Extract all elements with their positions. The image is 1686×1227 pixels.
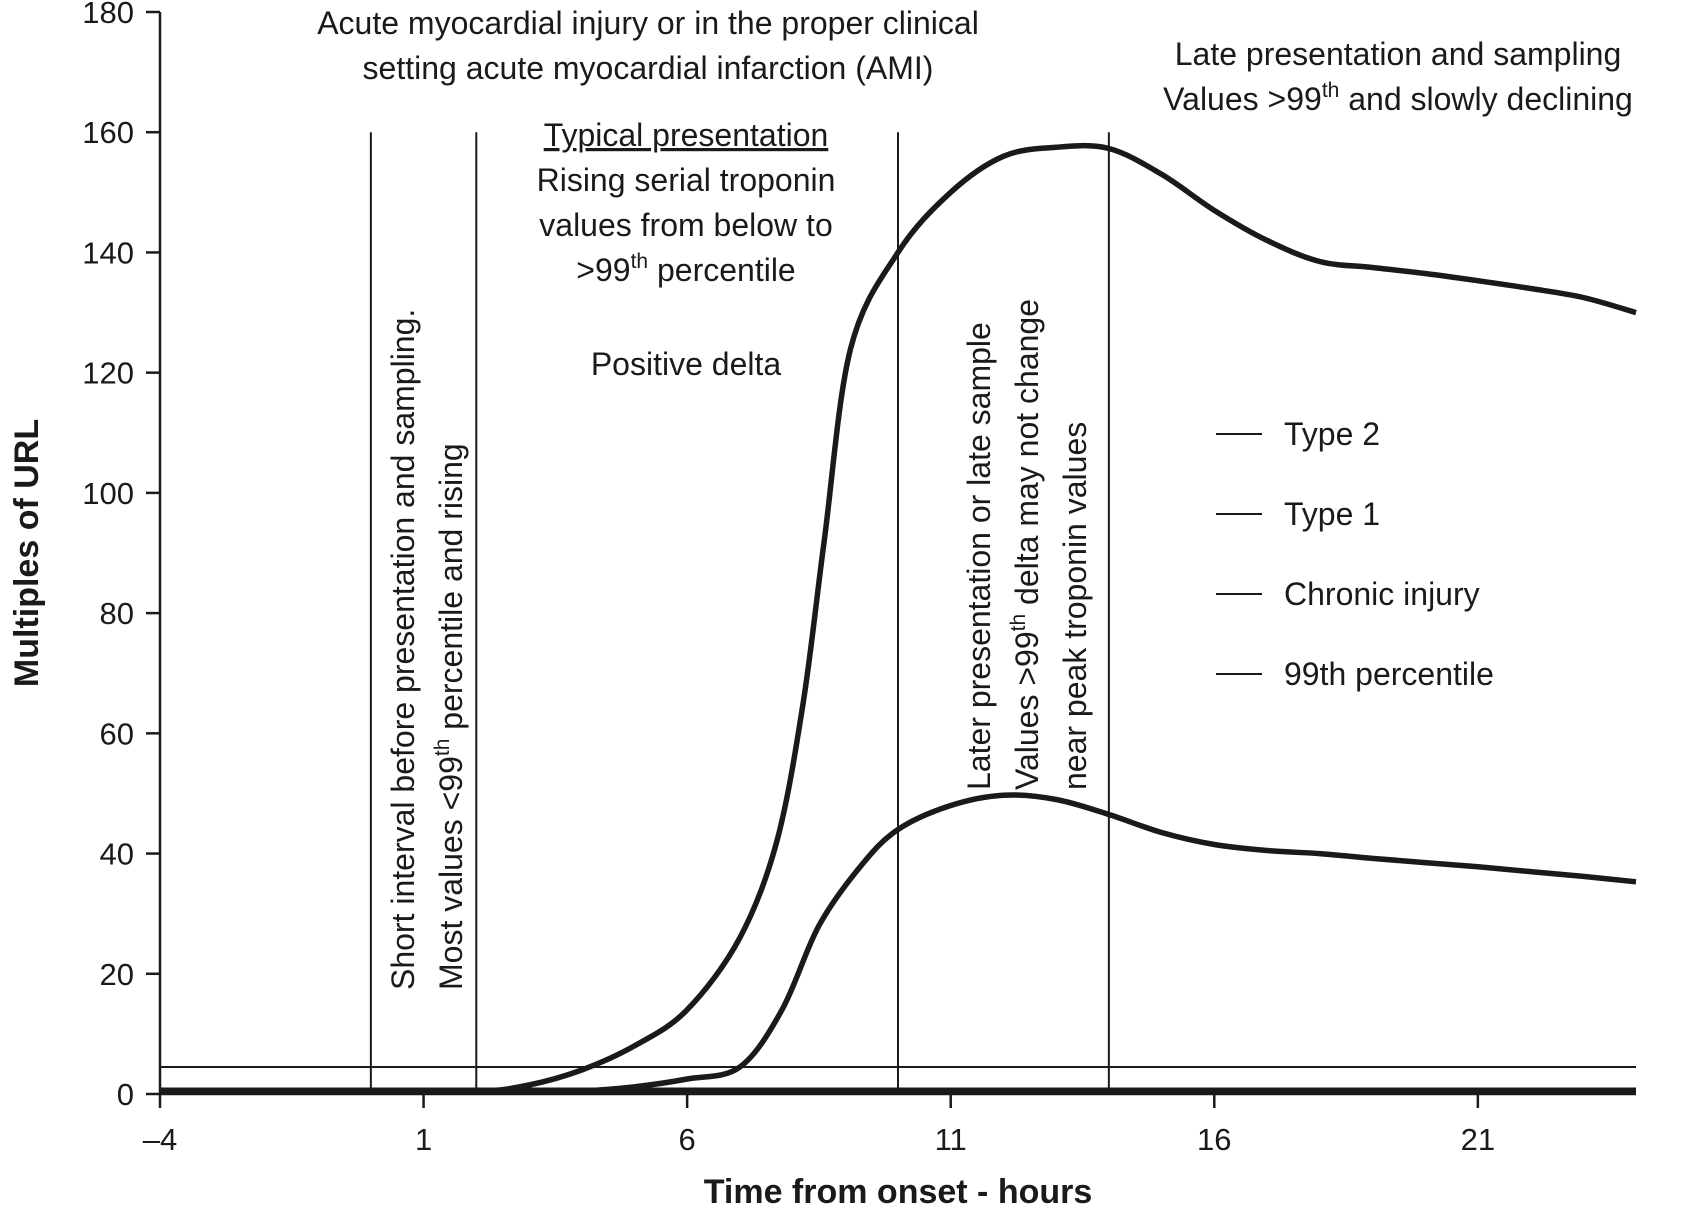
annotation-short-line1: Short interval before presentation and s… (385, 309, 421, 990)
annotation-later-line2: Values >99th delta may not change (1007, 299, 1045, 790)
y-tick-label: 160 (82, 115, 134, 150)
y-tick-label: 40 (100, 837, 134, 872)
annotation-typical-heading: Typical presentation (544, 117, 829, 153)
x-axis-title: Time from onset - hours (704, 1173, 1093, 1211)
legend-label-type-1: Type 1 (1284, 496, 1380, 532)
y-tick-label: 140 (82, 235, 134, 270)
annotation-typical-line3: >99th percentile (576, 250, 795, 288)
x-tick-label: –4 (143, 1122, 177, 1157)
y-tick-label: 180 (82, 0, 134, 30)
series-lines (159, 142, 1637, 1096)
annotation-positive-delta: Positive delta (591, 346, 782, 382)
x-tick-label: 16 (1197, 1122, 1231, 1157)
y-tick-label: 120 (82, 356, 134, 391)
series-line-type-1 (159, 142, 1637, 1096)
annotation-later-line3: near peak troponin values (1057, 422, 1093, 790)
annotation-short-interval: Short interval before presentation and s… (385, 309, 469, 990)
y-tick-label: 0 (117, 1077, 134, 1112)
annotation-typical-line2: values from below to (539, 207, 832, 243)
x-tick-label: 21 (1461, 1122, 1495, 1157)
legend: Type 2 Type 1 Chronic injury 99th percen… (1216, 416, 1494, 692)
annotation-late-line2: Values >99th and slowly declining (1163, 79, 1633, 117)
annotation-later-presentation: Later presentation or late sample Values… (961, 299, 1093, 790)
annotation-late-line1: Late presentation and sampling (1175, 36, 1622, 72)
phase-divider-lines (369, 132, 1110, 1094)
legend-label-99th-percentile: 99th percentile (1284, 656, 1494, 692)
annotation-typical-line1: Rising serial troponin (537, 162, 836, 198)
legend-label-type-2: Type 2 (1284, 416, 1380, 452)
y-ticks: 0 20 40 60 80 100 120 140 160 180 (82, 0, 160, 1112)
x-tick-label: 11 (935, 1122, 967, 1157)
y-tick-label: 80 (100, 596, 134, 631)
y-tick-label: 100 (82, 476, 134, 511)
x-tick-label: 1 (415, 1122, 432, 1157)
annotation-top-title-line1: Acute myocardial injury or in the proper… (317, 5, 979, 41)
annotation-later-line1: Later presentation or late sample (961, 322, 997, 790)
y-axis-title: Multiples of URL (8, 419, 46, 687)
x-ticks: –4 1 6 11 16 21 (143, 1094, 1495, 1157)
y-tick-label: 60 (100, 716, 134, 751)
legend-label-chronic-injury: Chronic injury (1284, 576, 1480, 612)
annotation-top-title-line2: setting acute myocardial infarction (AMI… (363, 50, 934, 86)
annotation-short-line2: Most values <99th percentile and rising (431, 443, 469, 990)
x-tick-label: 6 (679, 1122, 696, 1157)
y-tick-label: 20 (100, 957, 134, 992)
